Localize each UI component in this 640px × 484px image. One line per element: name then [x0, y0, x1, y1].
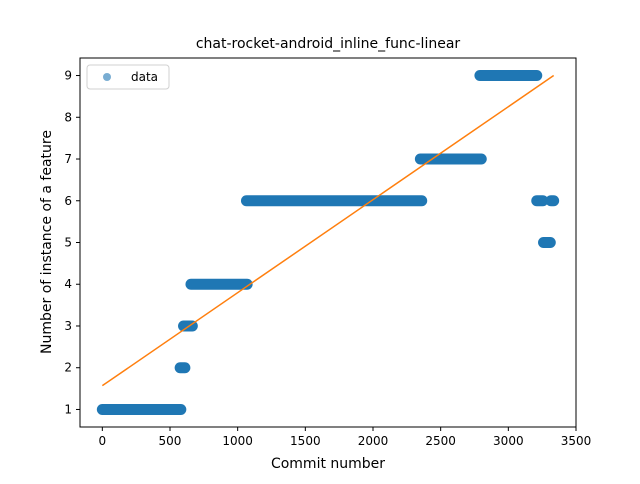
data-point-cluster — [185, 278, 253, 290]
x-tick-label: 1500 — [290, 434, 321, 448]
y-tick-label: 5 — [64, 236, 72, 250]
legend: data — [86, 64, 170, 90]
data-point-cluster — [545, 195, 560, 207]
x-axis-label: Commit number — [271, 456, 385, 472]
fit-line — [101, 74, 555, 387]
data-point-cluster — [240, 195, 428, 207]
chart-title: chat-rocket-android_inline_func-linear — [196, 36, 461, 52]
x-tick-label: 1000 — [222, 434, 253, 448]
y-tick-label: 8 — [64, 110, 72, 124]
y-tick-label: 9 — [64, 69, 72, 83]
legend-label: data — [131, 70, 158, 84]
x-tick-label: 2000 — [358, 434, 389, 448]
legend-box — [86, 64, 170, 90]
plot-area — [96, 70, 560, 415]
data-point-cluster — [414, 153, 487, 165]
data-point-cluster — [174, 362, 191, 374]
y-tick-label: 1 — [64, 402, 72, 416]
x-tick-label: 2500 — [425, 434, 456, 448]
data-point-cluster — [474, 70, 543, 82]
y-tick-label: 7 — [64, 152, 72, 166]
x-tick-label: 0 — [99, 434, 107, 448]
data-point-cluster — [538, 237, 556, 248]
data-point-cluster — [96, 403, 187, 415]
y-tick-label: 3 — [64, 319, 72, 333]
legend-marker — [103, 73, 111, 81]
x-tick-label: 3000 — [493, 434, 524, 448]
y-tick-label: 6 — [64, 194, 72, 208]
x-tick-label: 500 — [159, 434, 182, 448]
axes: 0 500 1000 1500 2000 2500 3000 3500 1 2 3 4 5 6 7 8 9 — [64, 57, 592, 448]
y-axis-label: Number of instance of a feature — [39, 130, 55, 354]
data-point-cluster — [531, 195, 549, 207]
y-tick-label: 2 — [64, 361, 72, 375]
y-tick-label: 4 — [64, 277, 72, 291]
x-tick-label: 3500 — [561, 434, 592, 448]
